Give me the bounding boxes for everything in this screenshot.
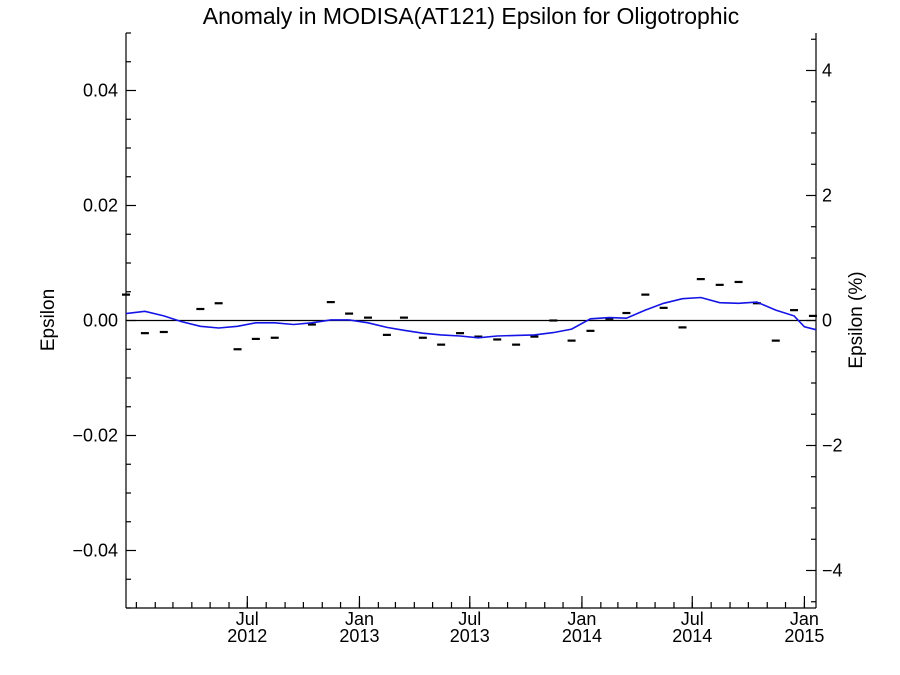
y2-tick-label: 0 [822, 311, 832, 331]
x-tick-year: 2013 [339, 626, 379, 646]
x-tick-month: Jan [567, 609, 596, 629]
y-tick-label: −0.02 [72, 426, 118, 446]
y2-axis-label: Epsilon (%) [846, 271, 867, 368]
plot-area: −0.04−0.020.000.020.04−4−2024Jul2012Jan2… [72, 32, 843, 646]
y2-tick-label: −4 [822, 561, 843, 581]
y2-tick-label: 4 [822, 61, 832, 81]
y-tick-label: 0.00 [83, 311, 118, 331]
y-tick-label: 0.02 [83, 196, 118, 216]
x-tick-month: Jul [458, 609, 481, 629]
y-tick-label: −0.04 [72, 541, 118, 561]
y2-tick-label: −2 [822, 436, 843, 456]
x-tick-year: 2014 [562, 626, 602, 646]
x-tick-month: Jul [681, 609, 704, 629]
y-tick-label: 0.04 [83, 81, 118, 101]
x-tick-year: 2012 [227, 626, 267, 646]
x-tick-year: 2015 [784, 626, 824, 646]
y2-tick-label: 2 [822, 186, 832, 206]
smoothed-anomaly-line [125, 296, 817, 339]
y-axis-label: Epsilon [38, 289, 59, 351]
x-tick-month: Jul [236, 609, 259, 629]
x-tick-year: 2014 [672, 626, 712, 646]
x-tick-month: Jan [790, 609, 819, 629]
x-tick-year: 2013 [450, 626, 490, 646]
chart-title: Anomaly in MODISA(AT121) Epsilon for Oli… [203, 3, 739, 29]
x-tick-month: Jan [345, 609, 374, 629]
